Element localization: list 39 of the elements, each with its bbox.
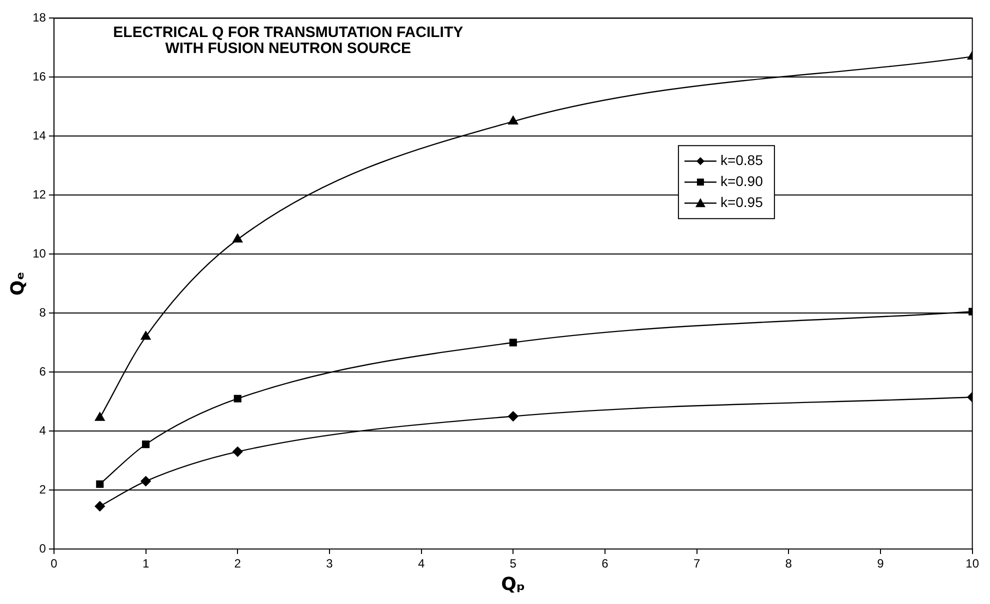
legend-label: k=0.90 — [720, 172, 764, 189]
y-tick-label: 14 — [32, 128, 46, 142]
point — [508, 411, 518, 422]
y-tick-label: 6 — [39, 364, 46, 378]
x-tick-label: 10 — [966, 556, 980, 571]
x-tick-label: 8 — [785, 556, 792, 571]
x-tick-label: 2 — [234, 556, 242, 571]
y-tick-label: 16 — [32, 69, 46, 84]
point — [142, 440, 150, 448]
y-tick-label: 10 — [32, 246, 46, 260]
y-tick-label: 4 — [39, 423, 46, 438]
y-tick-label: 12 — [32, 187, 46, 202]
x-tick-label: 5 — [510, 556, 517, 571]
point — [234, 394, 242, 402]
x-tick-label: 9 — [877, 556, 884, 571]
point — [509, 338, 517, 346]
x-tick-label: 6 — [602, 556, 609, 571]
x-axis-title: Qₚ — [501, 574, 526, 595]
y-tick-label: 18 — [32, 10, 46, 25]
point — [508, 116, 518, 125]
point — [140, 331, 151, 340]
x-tick-label: 3 — [326, 556, 334, 571]
point — [232, 234, 243, 242]
point — [96, 480, 104, 488]
point — [140, 476, 151, 486]
legend-label: k=0.85 — [720, 152, 764, 168]
y-tick-label: 8 — [39, 305, 46, 320]
y-tick-label: 0 — [39, 541, 46, 556]
point — [232, 446, 243, 457]
text: ELECTRICAL Q FOR TRANSMUTATION FACILITY WITH FUSION NEUTRON SOURCE — [113, 24, 464, 57]
point — [94, 412, 105, 421]
x-tick-label: 0 — [50, 556, 58, 571]
point — [94, 501, 105, 512]
legend-label: k=0.95 — [720, 194, 764, 210]
x-tick-label: 4 — [418, 556, 425, 571]
y-tick-label: 2 — [39, 482, 46, 496]
y-axis-title: Qₑ — [7, 272, 28, 296]
x-tick-label: 1 — [142, 556, 150, 571]
x-tick-label: 7 — [693, 556, 700, 571]
